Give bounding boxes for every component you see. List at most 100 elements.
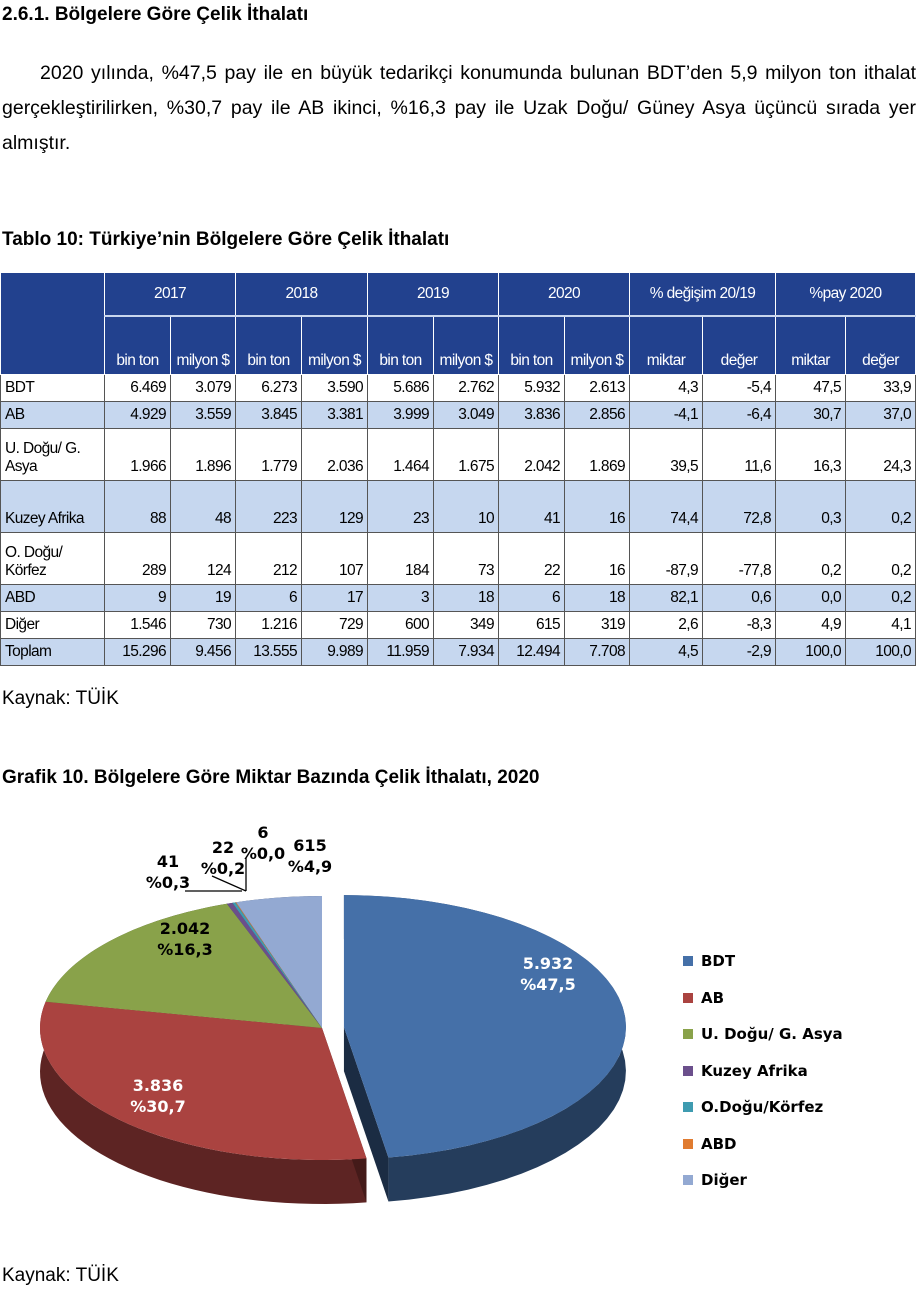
cell-value: 0,6 — [702, 584, 776, 612]
cell-value: 39,5 — [629, 428, 703, 481]
cell-value: 4,3 — [629, 374, 703, 402]
cell-value: -6,4 — [702, 401, 776, 429]
region-name: Toplam — [0, 638, 105, 666]
cell-value: 3.559 — [170, 401, 236, 429]
sub-header: milyon $ — [433, 315, 499, 375]
leader-line — [211, 875, 247, 892]
cell-value: 3.381 — [301, 401, 368, 429]
legend-item: Diğer — [683, 1162, 843, 1199]
legend-item: U. Doğu/ G. Asya — [683, 1016, 843, 1053]
table-row: BDT 6.469 3.079 6.273 3.590 5.686 2.762 5.932 2.… — [0, 374, 917, 402]
pie-slice-face — [343, 1027, 389, 1202]
cell-value: 729 — [301, 611, 368, 639]
table-row: O. Doğu/ Körfez 289 124 212 107 184 73 22 16 -87,… — [0, 532, 917, 585]
share-header: %pay 2020 — [774, 272, 917, 317]
cell-value: 100,0 — [844, 638, 917, 666]
legend-label: BDT — [701, 952, 736, 971]
sub-header: milyon $ — [564, 315, 630, 375]
pie-chart — [39, 858, 626, 1204]
sub-header: bin ton — [235, 315, 302, 375]
cell-value: 2.036 — [301, 428, 368, 481]
cell-value: 9.989 — [301, 638, 368, 666]
cell-value: 3.845 — [235, 401, 302, 429]
cell-value: 30,7 — [775, 401, 846, 429]
cell-value: 615 — [498, 611, 565, 639]
cell-value: 223 — [235, 480, 302, 533]
cell-value: 11.959 — [367, 638, 434, 666]
cell-value: 100,0 — [775, 638, 846, 666]
region-name: BDT — [0, 374, 105, 402]
cell-value: 0,2 — [844, 480, 917, 533]
label-value: 615 — [293, 836, 327, 855]
data-label: 2.042 %16,3 — [145, 918, 225, 960]
cell-value: 319 — [564, 611, 630, 639]
legend-item: AB — [683, 980, 843, 1017]
cell-value: 6.273 — [235, 374, 302, 402]
cell-value: 4,1 — [844, 611, 917, 639]
region-name: AB — [0, 401, 105, 429]
cell-value: 82,1 — [629, 584, 703, 612]
cell-value: 730 — [170, 611, 236, 639]
cell-value: 1.464 — [367, 428, 434, 481]
sub-header: milyon $ — [301, 315, 368, 375]
label-percent: %30,7 — [130, 1097, 186, 1116]
cell-value: 24,3 — [844, 428, 917, 481]
label-value: 3.836 — [132, 1076, 184, 1095]
label-percent: %0,3 — [145, 873, 191, 892]
label-percent: %16,3 — [157, 940, 213, 959]
legend-label: Kuzey Afrika — [701, 1061, 808, 1080]
body-paragraph: 2020 yılında, %47,5 pay ile en büyük ted… — [2, 62, 916, 154]
cell-value: -2,9 — [702, 638, 776, 666]
pie-slice-ab — [39, 1001, 367, 1160]
label-percent: %4,9 — [287, 857, 333, 876]
cell-value: 18 — [433, 584, 499, 612]
cell-value: 16 — [564, 480, 630, 533]
cell-value: 3.999 — [367, 401, 434, 429]
label-value: 22 — [211, 838, 235, 857]
sub-header: bin ton — [104, 315, 171, 375]
pie-slice-bdt — [343, 895, 626, 1158]
data-label: 6 %0,0 — [223, 822, 303, 864]
cell-value: 19 — [170, 584, 236, 612]
cell-value: 1.779 — [235, 428, 302, 481]
legend-swatch — [683, 1065, 693, 1076]
cell-value: 4.929 — [104, 401, 171, 429]
label-percent: %0,0 — [240, 844, 286, 863]
cell-value: 4,9 — [775, 611, 846, 639]
cell-value: 5.932 — [498, 374, 565, 402]
cell-value: 9.456 — [170, 638, 236, 666]
cell-value: 2.613 — [564, 374, 630, 402]
cell-value: 2,6 — [629, 611, 703, 639]
table-row: ABD 9 19 6 17 3 18 6 18 82,1 0,6 0,0 0,2 — [0, 584, 917, 612]
label-value: 41 — [156, 852, 180, 871]
cell-value: 6 — [235, 584, 302, 612]
legend-item: Kuzey Afrika — [683, 1053, 843, 1090]
cell-value: -8,3 — [702, 611, 776, 639]
cell-value: 124 — [170, 532, 236, 585]
legend-swatch — [683, 1102, 693, 1113]
region-name: Kuzey Afrika — [0, 480, 105, 533]
cell-value: 41 — [498, 480, 565, 533]
region-name: O. Doğu/ Körfez — [0, 532, 105, 585]
cell-value: 4,5 — [629, 638, 703, 666]
pie-slice-kuzey-afrika — [226, 902, 322, 1028]
cell-value: 33,9 — [844, 374, 917, 402]
cell-value: 1.896 — [170, 428, 236, 481]
change-header: % değişim 20/19 — [629, 272, 776, 317]
legend-label: AB — [701, 988, 725, 1007]
legend-swatch — [683, 992, 693, 1003]
region-name: U. Doğu/ G. Asya — [0, 428, 105, 481]
cell-value: -4,1 — [629, 401, 703, 429]
data-label: 3.836 %30,7 — [118, 1075, 198, 1117]
cell-value: 18 — [564, 584, 630, 612]
chart-title: Grafik 10. Bölgelere Göre Miktar Bazında… — [2, 767, 540, 788]
import-table: 2017 2018 2019 2020 % değişim 20/19 %pay… — [0, 272, 917, 666]
cell-value: 1.675 — [433, 428, 499, 481]
cell-value: -87,9 — [629, 532, 703, 585]
cell-value: 6 — [498, 584, 565, 612]
cell-value: 17 — [301, 584, 368, 612]
legend-item: O.Doğu/Körfez — [683, 1089, 843, 1126]
cell-value: 0,2 — [844, 584, 917, 612]
cell-value: 600 — [367, 611, 434, 639]
table-caption: Tablo 10: Türkiye’nin Bölgelere Göre Çel… — [2, 229, 450, 250]
